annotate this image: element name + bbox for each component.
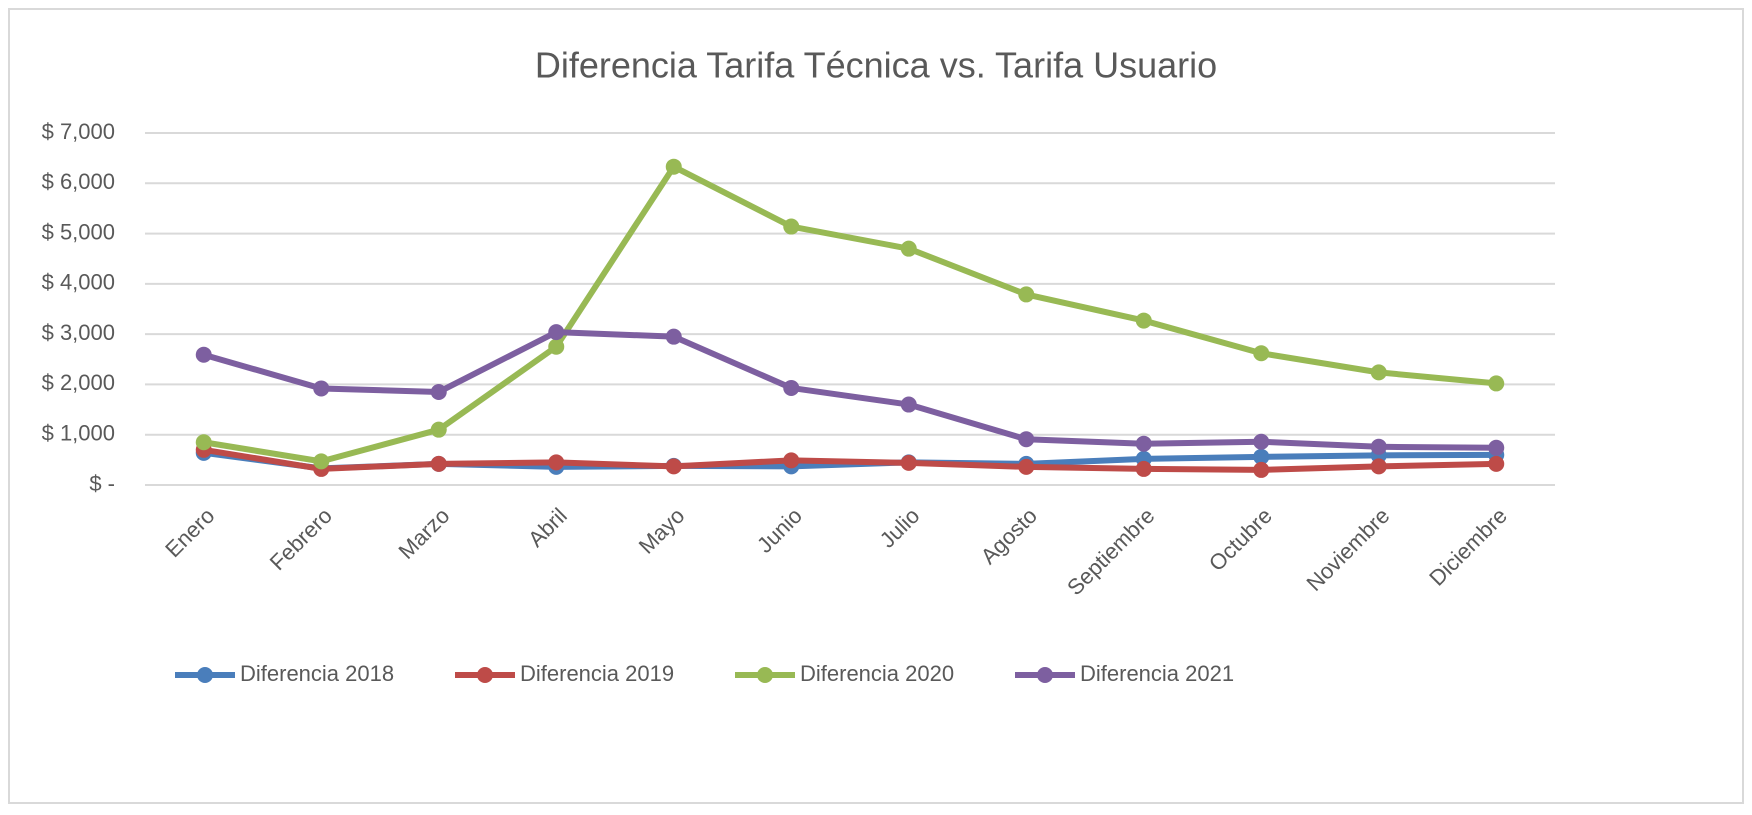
data-point: [665, 328, 682, 345]
data-point: [665, 158, 682, 175]
series-line: [203, 446, 1497, 473]
data-point: [783, 379, 800, 396]
data-point: [1135, 435, 1152, 452]
data-point: [1370, 364, 1387, 381]
legend-marker: [477, 667, 493, 683]
data-point: [665, 458, 682, 475]
data-point: [313, 453, 330, 470]
y-tick-label: $ 1,000: [42, 421, 115, 446]
data-point: [1135, 312, 1152, 329]
data-point: [783, 218, 800, 235]
data-point: [1135, 460, 1152, 477]
legend-label: Diferencia 2021: [1080, 661, 1234, 686]
chart-title: Diferencia Tarifa Técnica vs. Tarifa Usu…: [535, 45, 1217, 86]
data-point: [1018, 431, 1035, 448]
data-point: [1018, 458, 1035, 475]
data-point: [1253, 433, 1270, 450]
y-tick-label: $ 7,000: [42, 119, 115, 144]
data-point: [900, 396, 917, 413]
data-point: [430, 383, 447, 400]
y-tick-label: $ 5,000: [42, 219, 115, 244]
legend-marker: [1037, 667, 1053, 683]
data-point: [1488, 455, 1505, 472]
legend-label: Diferencia 2019: [520, 661, 674, 686]
series-line: [202, 329, 1497, 451]
data-point: [900, 454, 917, 471]
y-tick-label: $ 6,000: [42, 169, 115, 194]
legend-marker: [757, 667, 773, 683]
data-point: [1018, 286, 1035, 303]
data-point: [548, 338, 565, 355]
data-point: [195, 346, 212, 363]
data-point: [548, 324, 565, 341]
data-point: [1488, 375, 1505, 392]
series-line: [203, 163, 1497, 465]
legend-marker: [197, 667, 213, 683]
data-point: [430, 455, 447, 472]
data-point: [195, 434, 212, 451]
data-point: [900, 240, 917, 257]
data-point: [1488, 439, 1505, 456]
legend-label: Diferencia 2018: [240, 661, 394, 686]
y-tick-label: $ -: [89, 471, 115, 496]
chart-border: [8, 8, 1744, 804]
data-point: [548, 454, 565, 471]
y-tick-label: $ 2,000: [42, 370, 115, 395]
y-tick-label: $ 3,000: [42, 320, 115, 345]
data-point: [1370, 458, 1387, 475]
data-point: [1253, 345, 1270, 362]
y-tick-label: $ 4,000: [42, 270, 115, 295]
data-point: [430, 421, 447, 438]
data-point: [783, 452, 800, 469]
legend-label: Diferencia 2020: [800, 661, 954, 686]
data-point: [1253, 448, 1270, 465]
data-point: [1253, 461, 1270, 478]
data-point: [313, 380, 330, 397]
data-point: [1370, 438, 1387, 455]
